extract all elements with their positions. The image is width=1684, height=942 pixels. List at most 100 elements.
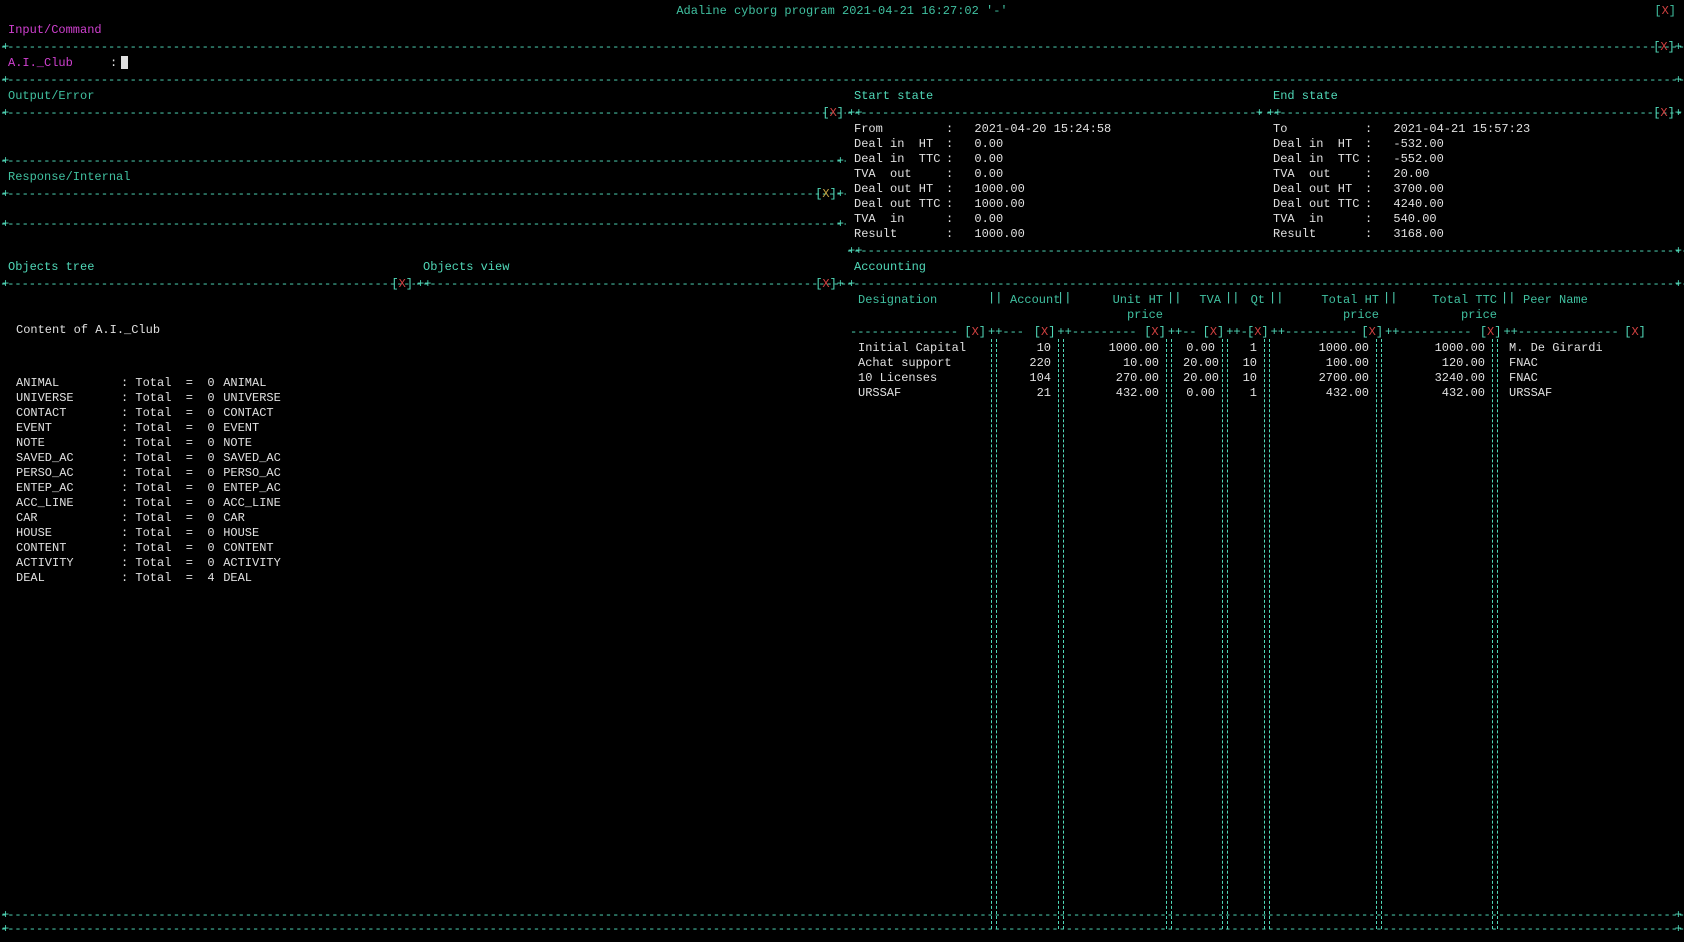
tree-row[interactable]: CAR: Total = 0 CAR (16, 511, 407, 526)
objects-tree-header: Content of A.I._Club (8, 323, 407, 338)
state-row: From: 2021-04-20 15:24:58 (854, 122, 1257, 137)
state-key: Deal in HT (1273, 137, 1365, 152)
tree-row[interactable]: SAVED_AC: Total = 0 SAVED_AC (16, 451, 407, 466)
state-colon: : (1365, 167, 1379, 182)
command-prompt: A.I._Club (8, 56, 98, 71)
state-colon: : (1365, 122, 1379, 137)
col-close-button[interactable]: [X] (1034, 325, 1056, 339)
tree-row[interactable]: ANIMAL: Total = 0 ANIMAL (16, 376, 407, 391)
window-close-button[interactable]: [X] (1654, 4, 1676, 19)
state-colon: : (946, 182, 960, 197)
tree-item-type: SAVED_AC (216, 451, 281, 466)
accounting-cell: 0.00 (1183, 341, 1215, 356)
panel-close-button[interactable]: [X]+ (1653, 40, 1682, 54)
accounting-col-data: Initial CapitalAchat support10 LicensesU… (850, 339, 988, 929)
panel-close-button[interactable]: [X] (391, 277, 413, 291)
tree-row[interactable]: ENTEP_AC: Total = 0 ENTEP_AC (16, 481, 407, 496)
state-key: Deal in HT (854, 137, 946, 152)
col-close-button[interactable]: [X] (1624, 325, 1646, 339)
accounting-col-data: 1000.0010.00270.00432.00 (1067, 339, 1163, 929)
accounting-col-header[interactable]: Qt (1239, 291, 1269, 325)
divider: +---------------------------------------… (0, 277, 415, 291)
tree-item-total: : Total = 0 (121, 391, 216, 406)
command-input[interactable] (121, 56, 128, 71)
accounting-cell: Achat support (858, 356, 984, 371)
state-value: 3700.00 (1379, 182, 1444, 197)
tree-item-type: HOUSE (216, 526, 259, 541)
panel-close-button[interactable]: [X] (822, 106, 844, 120)
tree-item-name: NOTE (16, 436, 121, 451)
divider: ++--------------------------------------… (415, 277, 846, 291)
col-close-button[interactable]: [X] (1247, 325, 1269, 339)
state-value: 2021-04-20 15:24:58 (960, 122, 1111, 137)
divider: +---------------------------------------… (0, 154, 846, 168)
col-close-button[interactable]: [X] (1361, 325, 1383, 339)
panel-toggle-button[interactable]: [X]+ (815, 187, 844, 201)
tree-row[interactable]: UNIVERSE: Total = 0 UNIVERSE (16, 391, 407, 406)
tree-item-name: CONTENT (16, 541, 121, 556)
state-key: From (854, 122, 946, 137)
tree-row[interactable]: DEAL: Total = 4 DEAL (16, 571, 407, 586)
accounting-cell: FNAC (1509, 356, 1627, 371)
tree-item-type: ANIMAL (216, 376, 266, 391)
state-value: 4240.00 (1379, 197, 1444, 212)
end-state-label: End state (1265, 87, 1684, 106)
state-value: 0.00 (960, 212, 1003, 227)
accounting-cell: 1 (1239, 341, 1257, 356)
accounting-cell: M. De Girardi (1509, 341, 1627, 356)
state-colon: : (1365, 137, 1379, 152)
prompt-colon: : (110, 56, 117, 71)
state-colon: : (1365, 182, 1379, 197)
tree-item-total: : Total = 0 (121, 496, 216, 511)
tree-item-type: CONTENT (216, 541, 274, 556)
accounting-col-header[interactable]: Unit HT price (1071, 291, 1167, 325)
accounting-cell: FNAC (1509, 371, 1627, 386)
tree-row[interactable]: CONTENT: Total = 0 CONTENT (16, 541, 407, 556)
col-close-button[interactable]: [X] (1203, 325, 1225, 339)
accounting-col-divider: ---------------[X]++---[X]++---------[X]… (846, 325, 1684, 339)
tree-item-type: CAR (216, 511, 245, 526)
state-row: Deal out TTC: 1000.00 (854, 197, 1257, 212)
tree-row[interactable]: ACC_LINE: Total = 0 ACC_LINE (16, 496, 407, 511)
accounting-col-header[interactable]: Account (1002, 291, 1057, 325)
accounting-col-header[interactable]: Designation (850, 291, 988, 325)
state-key: TVA in (854, 212, 946, 227)
state-value: 0.00 (960, 152, 1003, 167)
tree-row[interactable]: ACTIVITY: Total = 0 ACTIVITY (16, 556, 407, 571)
state-key: Deal in TTC (1273, 152, 1365, 167)
accounting-col-header[interactable]: Total TTC price (1397, 291, 1501, 325)
objects-view-label: Objects view (415, 258, 846, 277)
tree-item-total: : Total = 0 (121, 406, 216, 421)
col-close-button[interactable]: [X] (964, 325, 986, 339)
accounting-cell: 1 (1239, 386, 1257, 401)
state-row: Deal out TTC: 4240.00 (1273, 197, 1676, 212)
tree-row[interactable]: HOUSE: Total = 0 HOUSE (16, 526, 407, 541)
accounting-cell: URSSAF (858, 386, 984, 401)
tree-item-name: CONTACT (16, 406, 121, 421)
tree-row[interactable]: EVENT: Total = 0 EVENT (16, 421, 407, 436)
panel-close-button[interactable]: [X]+ (815, 277, 844, 291)
accounting-col-header[interactable]: Total HT price (1283, 291, 1383, 325)
tree-item-total: : Total = 0 (121, 556, 216, 571)
tree-row[interactable]: CONTACT: Total = 0 CONTACT (16, 406, 407, 421)
tree-item-name: ANIMAL (16, 376, 121, 391)
tree-row[interactable]: NOTE: Total = 0 NOTE (16, 436, 407, 451)
tree-row[interactable]: PERSO_AC: Total = 0 PERSO_AC (16, 466, 407, 481)
panel-close-button[interactable]: [X]+ (1653, 106, 1682, 120)
tree-item-name: HOUSE (16, 526, 121, 541)
state-value: 540.00 (1379, 212, 1437, 227)
col-close-button[interactable]: [X] (1144, 325, 1166, 339)
state-row: TVA in: 540.00 (1273, 212, 1676, 227)
state-key: TVA out (854, 167, 946, 182)
state-colon: : (946, 227, 960, 242)
accounting-col-data: M. De GirardiFNACFNACURSSAF (1501, 339, 1631, 929)
divider: ++--------------------------------------… (1265, 106, 1684, 120)
state-key: Deal out TTC (1273, 197, 1365, 212)
accounting-col-header[interactable]: TVA (1181, 291, 1225, 325)
tree-item-name: SAVED_AC (16, 451, 121, 466)
state-value: 1000.00 (960, 227, 1025, 242)
state-key: Deal out TTC (854, 197, 946, 212)
accounting-col-header[interactable]: Peer Name (1515, 291, 1645, 325)
col-close-button[interactable]: [X] (1480, 325, 1502, 339)
tree-item-total: : Total = 0 (121, 511, 216, 526)
